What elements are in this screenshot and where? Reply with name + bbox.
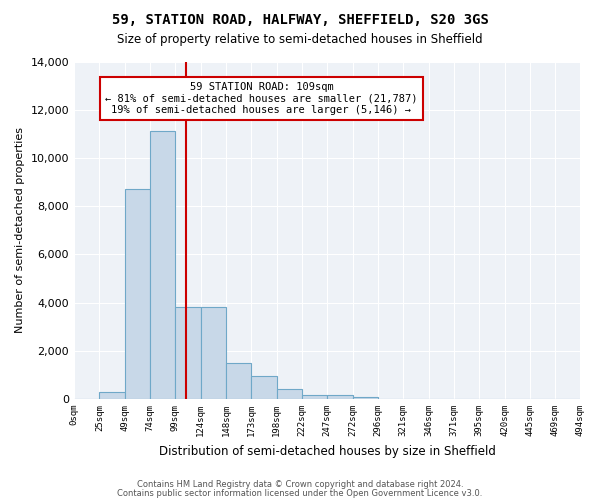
Text: Size of property relative to semi-detached houses in Sheffield: Size of property relative to semi-detach… <box>117 32 483 46</box>
Text: 59 STATION ROAD: 109sqm
← 81% of semi-detached houses are smaller (21,787)
19% o: 59 STATION ROAD: 109sqm ← 81% of semi-de… <box>105 82 418 115</box>
Text: 59, STATION ROAD, HALFWAY, SHEFFIELD, S20 3GS: 59, STATION ROAD, HALFWAY, SHEFFIELD, S2… <box>112 12 488 26</box>
X-axis label: Distribution of semi-detached houses by size in Sheffield: Distribution of semi-detached houses by … <box>159 444 496 458</box>
Bar <box>125 190 150 399</box>
Text: Contains public sector information licensed under the Open Government Licence v3: Contains public sector information licen… <box>118 488 482 498</box>
Bar <box>251 376 277 399</box>
Bar <box>353 396 378 399</box>
Text: Contains HM Land Registry data © Crown copyright and database right 2024.: Contains HM Land Registry data © Crown c… <box>137 480 463 489</box>
Bar <box>200 308 226 399</box>
Bar <box>302 396 327 399</box>
Bar <box>100 392 125 399</box>
Bar <box>327 396 353 399</box>
Y-axis label: Number of semi-detached properties: Number of semi-detached properties <box>15 128 25 334</box>
Bar <box>150 132 175 399</box>
Bar <box>277 390 302 399</box>
Bar <box>226 363 251 399</box>
Bar <box>175 308 200 399</box>
